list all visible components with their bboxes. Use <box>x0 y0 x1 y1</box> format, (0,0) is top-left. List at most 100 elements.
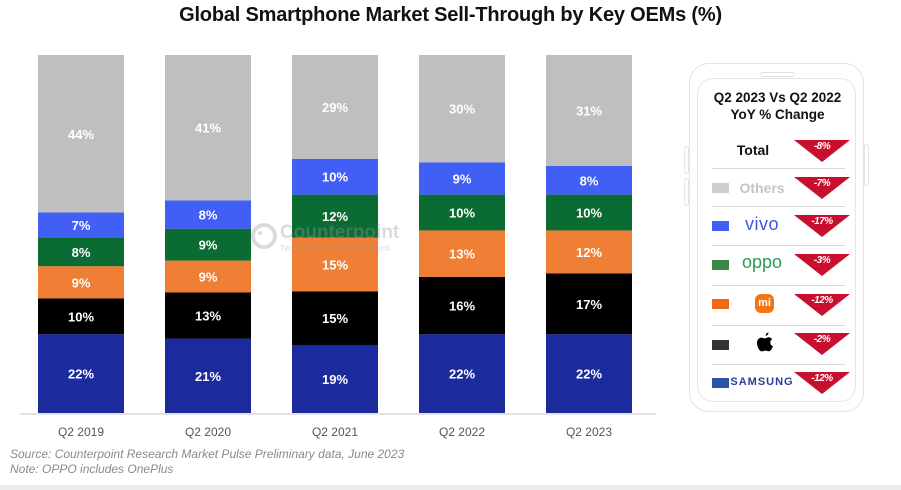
bar-segment-samsung-q2-2022 <box>419 334 505 413</box>
bar-segment-apple-q2-2020 <box>165 292 251 339</box>
oppo-note: Note: OPPO includes OnePlus <box>10 462 174 476</box>
bar-segment-others-q2-2023 <box>546 55 632 166</box>
samsung-logo: SAMSUNG <box>730 376 794 388</box>
data-label-apple-q2-2023: 17% <box>576 297 602 312</box>
phone-side-button-icon <box>864 144 869 186</box>
bar-segment-vivo-q2-2019 <box>38 212 124 238</box>
data-label-others-q2-2023: 31% <box>576 103 602 118</box>
data-label-vivo-q2-2020: 8% <box>199 208 218 223</box>
down-triangle-icon <box>794 333 850 355</box>
decline-indicator: -12% <box>794 372 850 394</box>
watermark-name: Counterpoint <box>280 222 400 243</box>
yoy-change-value: -12% <box>811 373 833 384</box>
row-divider <box>712 206 845 207</box>
counterpoint-logo-icon <box>251 223 277 249</box>
bar-segment-others-q2-2019 <box>38 55 124 213</box>
panel-title: Q2 2023 Vs Q2 2022 YoY % Change <box>698 89 857 123</box>
data-label-xiaomi-q2-2023: 12% <box>576 245 602 260</box>
row-divider <box>712 245 845 246</box>
data-label-oppo-q2-2021: 12% <box>322 209 348 224</box>
data-label-others-q2-2022: 30% <box>449 102 475 117</box>
down-triangle-icon <box>794 254 850 276</box>
data-label-vivo-q2-2023: 8% <box>580 173 599 188</box>
vivo-logo: vivo <box>744 214 779 234</box>
others-swatch <box>712 183 729 193</box>
yoy-row-oppo: oppo -3% <box>698 246 857 284</box>
yoy-row-total: Total -8% <box>698 131 857 169</box>
panel-screen: Q2 2023 Vs Q2 2022 YoY % Change Total -8… <box>697 78 856 402</box>
row-divider <box>712 325 845 326</box>
data-label-samsung-q2-2020: 21% <box>195 369 221 384</box>
data-label-apple-q2-2019: 10% <box>68 309 94 324</box>
data-label-others-q2-2020: 41% <box>195 121 221 136</box>
yoy-change-value: -3% <box>813 255 831 266</box>
data-label-xiaomi-q2-2022: 13% <box>449 247 475 262</box>
bar-segment-oppo-q2-2020 <box>165 228 251 261</box>
yoy-change-value: -7% <box>813 178 831 189</box>
bar-segment-samsung-q2-2019 <box>38 334 124 413</box>
down-triangle-icon <box>794 215 850 237</box>
xiaomi-swatch <box>712 299 729 309</box>
bar-segment-vivo-q2-2022 <box>419 162 505 195</box>
bar-segment-vivo-q2-2020 <box>165 200 251 229</box>
panel-title-line1: Q2 2023 Vs Q2 2022 <box>713 90 842 105</box>
yoy-change-value: -12% <box>811 295 833 306</box>
data-label-vivo-q2-2021: 10% <box>322 170 348 185</box>
row-divider <box>712 364 845 365</box>
bar-segment-xiaomi-q2-2022 <box>419 230 505 277</box>
brand-label-total: Total <box>736 142 770 158</box>
bar-segment-xiaomi-q2-2019 <box>38 266 124 299</box>
bar-segment-vivo-q2-2021 <box>292 158 378 195</box>
yoy-row-apple: -2% <box>698 326 857 364</box>
phone-side-button-icon <box>684 178 689 206</box>
yoy-change-panel: Q2 2023 Vs Q2 2022 YoY % Change Total -8… <box>684 63 869 412</box>
yoy-change-value: -8% <box>813 141 831 152</box>
data-label-samsung-q2-2023: 22% <box>576 367 602 382</box>
bars-layer: 22% 10% 9% 8% 7% 44% 21% 13% 9% 9% 8% 41% 19% 15% 15% 1… <box>38 55 632 413</box>
yoy-row-xiaomi: mi -12% <box>698 286 857 324</box>
brand-label-others: Others <box>739 180 785 196</box>
vivo-swatch <box>712 221 729 231</box>
phone-speaker-icon <box>760 72 795 77</box>
data-label-apple-q2-2020: 13% <box>195 309 221 324</box>
data-label-oppo-q2-2022: 10% <box>449 206 475 221</box>
data-label-samsung-q2-2022: 22% <box>449 367 475 382</box>
data-label-xiaomi-q2-2021: 15% <box>322 257 348 272</box>
data-label-apple-q2-2021: 15% <box>322 311 348 326</box>
yoy-change-value: -17% <box>811 216 833 227</box>
data-label-others-q2-2021: 29% <box>322 100 348 115</box>
down-triangle-icon <box>794 140 850 162</box>
yoy-change-value: -2% <box>813 334 831 345</box>
samsung-swatch <box>712 378 729 388</box>
x-tick-label-q2-2019: Q2 2019 <box>58 425 104 439</box>
data-label-others-q2-2019: 44% <box>68 127 94 142</box>
bar-segment-apple-q2-2019 <box>38 298 124 335</box>
data-label-xiaomi-q2-2020: 9% <box>199 270 218 285</box>
data-label-samsung-q2-2019: 22% <box>68 367 94 382</box>
data-label-samsung-q2-2021: 19% <box>322 372 348 387</box>
bar-segment-others-q2-2021 <box>292 55 378 159</box>
bar-segment-samsung-q2-2021 <box>292 344 378 413</box>
data-label-oppo-q2-2019: 8% <box>72 245 91 260</box>
oppo-swatch <box>712 260 729 270</box>
bar-segment-apple-q2-2021 <box>292 291 378 345</box>
bar-segment-others-q2-2020 <box>165 55 251 201</box>
bar-segment-samsung-q2-2023 <box>546 334 632 413</box>
down-triangle-icon <box>794 294 850 316</box>
bar-segment-xiaomi-q2-2021 <box>292 237 378 292</box>
data-label-vivo-q2-2019: 7% <box>72 218 91 233</box>
x-ticks-layer: Q2 2019 Q2 2020 Q2 2021 Q2 2022 Q2 2023 <box>58 425 612 439</box>
decline-indicator: -17% <box>794 215 850 237</box>
decline-indicator: -7% <box>794 177 850 199</box>
decline-indicator: -8% <box>794 140 850 162</box>
yoy-row-others: Others -7% <box>698 169 857 207</box>
bar-segment-oppo-q2-2019 <box>38 237 124 267</box>
bar-segment-xiaomi-q2-2023 <box>546 230 632 274</box>
phone-side-button-icon <box>684 146 689 174</box>
decline-indicator: -3% <box>794 254 850 276</box>
data-label-xiaomi-q2-2019: 9% <box>72 275 91 290</box>
bar-segment-apple-q2-2022 <box>419 276 505 335</box>
chart-title: Global Smartphone Market Sell-Through by… <box>179 4 722 26</box>
bar-segment-vivo-q2-2023 <box>546 165 632 195</box>
chart-footer: Source: Counterpoint Research Market Pul… <box>10 447 404 477</box>
